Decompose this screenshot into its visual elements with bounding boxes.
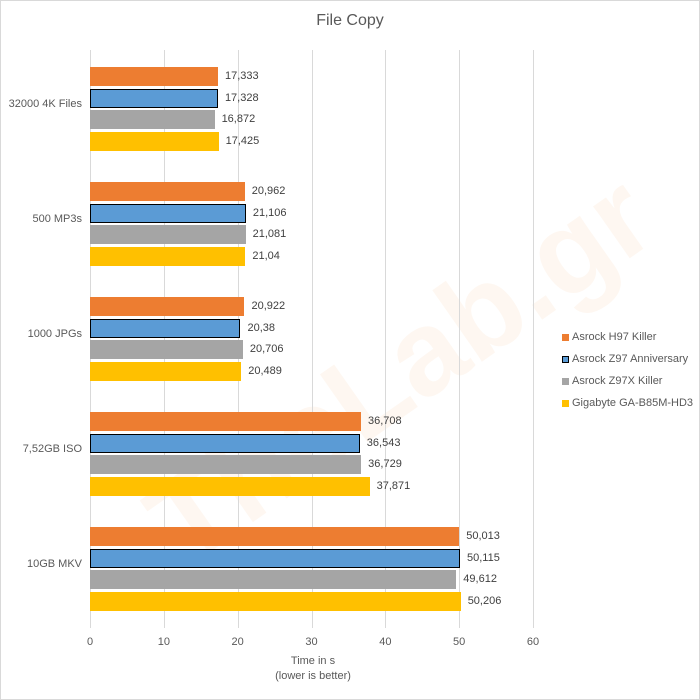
data-label: 36,708 — [368, 415, 402, 427]
bar — [90, 131, 219, 151]
bar — [90, 297, 245, 316]
data-label: 36,543 — [366, 436, 401, 449]
gridline — [385, 50, 387, 628]
x-axis-sublabel: (lower is better) — [275, 670, 351, 682]
legend-label: Asrock Z97 Anniversary — [572, 353, 689, 365]
data-label: 17,328 — [224, 91, 259, 104]
gridline — [533, 50, 534, 628]
gridline — [311, 50, 313, 628]
data-label: 49,612 — [463, 573, 497, 585]
data-label: 50,115 — [467, 551, 500, 564]
legend-swatch-icon — [562, 355, 569, 363]
legend-item: Asrock Z97 Anniversary — [562, 348, 693, 370]
category-label: 32000 4K Files — [8, 98, 82, 110]
x-axis-title: Time in s (lower is better) — [0, 654, 626, 684]
x-tick-label: 40 — [379, 636, 392, 648]
data-label: 17,333 — [224, 70, 259, 82]
gridline — [163, 50, 165, 628]
bar — [90, 225, 246, 244]
x-tick-label: 0 — [86, 636, 94, 648]
bar — [90, 527, 460, 546]
gridline — [90, 50, 91, 628]
category-label: 7,52GB ISO — [22, 443, 82, 455]
bar — [90, 318, 241, 338]
bar — [90, 340, 243, 359]
bar — [90, 361, 242, 381]
bar — [90, 570, 457, 589]
legend-label: Asrock H97 Killer — [572, 331, 657, 343]
legend-swatch-icon — [562, 333, 569, 341]
data-label: 50,013 — [466, 530, 500, 542]
legend-swatch-icon — [562, 399, 569, 407]
data-label: 20,706 — [249, 343, 284, 355]
plot-area — [90, 50, 534, 628]
x-tick-label: 50 — [453, 636, 466, 648]
category-label: 10GB MKV — [26, 558, 82, 570]
data-label: 21,04 — [252, 249, 280, 262]
legend-label: Gigabyte GA-B85M-HD3 — [572, 397, 694, 409]
data-label: 20,962 — [251, 185, 286, 197]
bar — [90, 412, 362, 431]
legend-swatch-icon — [562, 377, 569, 385]
data-label: 37,871 — [376, 479, 411, 492]
bar — [90, 182, 245, 201]
category-label: 500 MP3s — [32, 213, 82, 225]
x-tick-label: 10 — [157, 636, 170, 648]
data-label: 21,106 — [252, 206, 287, 219]
bar — [90, 476, 370, 496]
data-label: 50,206 — [467, 594, 502, 607]
bar — [90, 455, 362, 474]
data-label: 20,922 — [251, 300, 286, 312]
data-label: 20,489 — [248, 364, 282, 377]
bar — [90, 548, 461, 568]
legend-label: Asrock Z97X Killer — [572, 375, 663, 387]
bar — [90, 67, 218, 86]
data-label: 21,081 — [252, 228, 287, 240]
legend-item: Gigabyte GA-B85M-HD3 — [562, 392, 693, 414]
bar — [90, 246, 246, 266]
bar — [90, 203, 246, 223]
gridline — [459, 50, 461, 628]
legend: Asrock H97 Killer Asrock Z97 Anniversary A… — [562, 326, 693, 414]
legend-item: Asrock H97 Killer — [562, 326, 693, 348]
legend-item: Asrock Z97X Killer — [562, 370, 693, 392]
data-label: 36,729 — [368, 458, 402, 470]
x-tick-label: 20 — [231, 636, 244, 648]
bar — [90, 591, 461, 611]
bar — [90, 88, 218, 108]
data-label: 20,38 — [247, 321, 275, 334]
bar — [90, 110, 215, 129]
x-tick-label: 30 — [305, 636, 318, 648]
data-label: 17,425 — [225, 134, 260, 147]
x-axis-label: Time in s — [290, 655, 336, 667]
chart-title: File Copy — [316, 12, 384, 29]
data-label: 16,872 — [221, 113, 256, 125]
x-tick-label: 60 — [526, 636, 540, 648]
gridline — [237, 50, 239, 628]
category-label: 1000 JPGs — [27, 328, 82, 340]
bar — [90, 433, 360, 453]
